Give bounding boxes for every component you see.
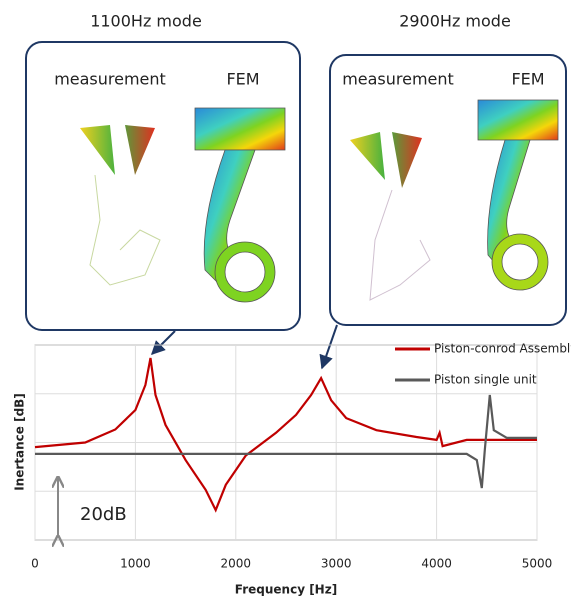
legend-label: Piston single unit <box>434 373 537 387</box>
panel-label: measurement <box>54 70 166 89</box>
panel-label: measurement <box>342 70 454 89</box>
plot: 0 1000 2000 3000 4000 5000 <box>31 345 552 571</box>
x-tick-label: 2000 <box>221 557 252 571</box>
panel-label: FEM <box>226 70 259 89</box>
x-tick-label: 0 <box>31 557 39 571</box>
panel-title: 2900Hz mode <box>399 12 511 31</box>
callout-arrow <box>151 330 176 355</box>
y-axis-label: Inertance [dB] <box>13 393 27 491</box>
x-tick-label: 4000 <box>421 557 452 571</box>
panel-title: 1100Hz mode <box>90 12 202 31</box>
x-axis-label: Frequency [Hz] <box>235 583 337 597</box>
x-tick-label: 3000 <box>321 557 352 571</box>
callout-arrow <box>319 324 338 370</box>
fem-shape <box>194 99 559 303</box>
series-line <box>34 357 537 513</box>
legend-label: Piston-conrod Assembly <box>434 342 571 356</box>
measurement-shape <box>80 125 431 301</box>
x-tick-label: 5000 <box>522 557 553 571</box>
panel-label: FEM <box>511 70 544 89</box>
series-line <box>35 394 537 489</box>
scale-bar-label: 20dB <box>80 504 127 525</box>
x-tick-label: 1000 <box>120 557 151 571</box>
